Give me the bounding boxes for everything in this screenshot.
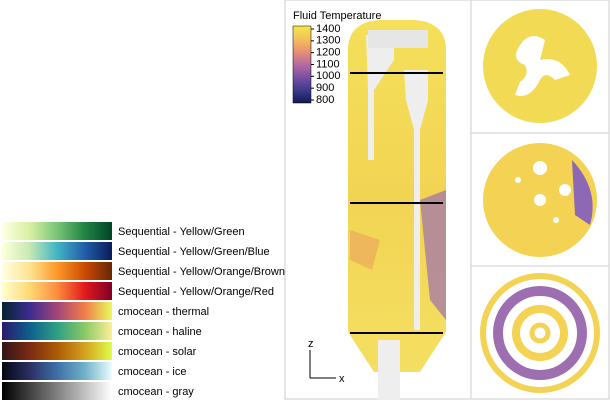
colormap-label: cmocean - ice — [118, 366, 186, 378]
colormap-label: cmocean - haline — [118, 326, 202, 338]
colorbar-tick-label: 1000 — [316, 70, 340, 82]
outlet — [378, 340, 400, 400]
colormap-swatch[interactable] — [2, 242, 112, 260]
colormap-swatch[interactable] — [2, 302, 112, 320]
colormap-swatch[interactable] — [2, 222, 112, 240]
colormap-swatch[interactable] — [2, 262, 112, 280]
colorbar-tick-label: 1400 — [316, 23, 340, 35]
colormap-label: Sequential - Yellow/Orange/Red — [118, 286, 274, 298]
colorbar-tick-label: 800 — [316, 94, 334, 106]
colormap-label: cmocean - gray — [118, 386, 194, 398]
axis-label: x — [339, 373, 345, 385]
slice-hole — [553, 217, 559, 223]
slice-ring — [480, 273, 600, 393]
colormap-swatch[interactable] — [2, 322, 112, 340]
colormap-swatch[interactable] — [2, 282, 112, 300]
colormap-label: cmocean - solar — [118, 346, 197, 358]
slice-hole — [534, 194, 546, 206]
slice-ring — [529, 322, 551, 344]
colorbar-tick-label: 1300 — [316, 35, 340, 47]
colorbar-tick-label: 1200 — [316, 47, 340, 59]
colormap-swatch[interactable] — [2, 342, 112, 360]
colorbar-tick-label: 900 — [316, 82, 334, 94]
slice-hole — [515, 177, 521, 183]
slice-hole — [559, 184, 571, 196]
axis-label: z — [308, 338, 314, 350]
slice-ring — [512, 305, 568, 361]
slice-hole — [533, 161, 547, 175]
colormap-swatch[interactable] — [2, 362, 112, 380]
colormap-label: Sequential - Yellow/Green — [118, 226, 245, 238]
header — [368, 30, 428, 48]
colorbar-tick-label: 1100 — [316, 58, 340, 70]
slice-hole — [515, 36, 570, 96]
cyclone — [366, 35, 394, 160]
cyclone — [404, 70, 428, 330]
colormap-label: Sequential - Yellow/Orange/Brown — [118, 266, 285, 278]
warm-zone — [350, 230, 380, 270]
colormap-label: cmocean - thermal — [118, 306, 209, 318]
colorbar — [292, 25, 312, 104]
colormap-label: Sequential - Yellow/Green/Blue — [118, 246, 270, 258]
hot-zone — [572, 160, 593, 225]
slice-ring — [493, 286, 587, 380]
legend-title: Fluid Temperature — [293, 10, 381, 22]
colormap-swatch[interactable] — [2, 382, 112, 400]
hot-zone — [420, 190, 446, 320]
